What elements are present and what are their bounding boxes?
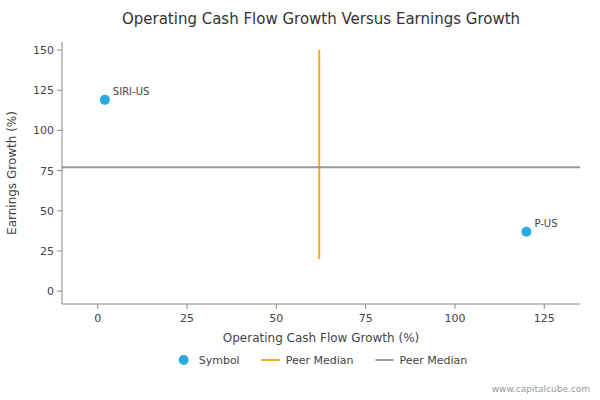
title: Operating Cash Flow Growth Versus Earnin… — [122, 10, 520, 28]
legend-label: Symbol — [199, 354, 240, 367]
x-tick-label: 100 — [444, 312, 465, 325]
y-tick — [57, 291, 62, 292]
y-tick — [57, 130, 62, 131]
x-tick — [97, 304, 98, 309]
x-tick — [365, 304, 366, 309]
legend: Symbol Peer Median Peer Median — [179, 354, 468, 367]
legend-item: Symbol — [179, 354, 240, 367]
point-label: P-US — [534, 218, 557, 229]
y-axis-line — [62, 42, 63, 304]
x-tick — [276, 304, 277, 309]
x-tick-label: 75 — [359, 312, 373, 325]
reference-line-horizontal — [62, 166, 580, 168]
legend-label: Peer Median — [286, 354, 354, 367]
y-tick — [57, 50, 62, 51]
x-tick-label: 0 — [94, 312, 101, 325]
x-axis-line — [62, 304, 580, 305]
chart-container: Operating Cash Flow Growth Versus Earnin… — [0, 0, 600, 400]
x-tick-label: 50 — [269, 312, 283, 325]
reference-line-vertical — [318, 50, 320, 259]
x-axis-label: Operating Cash Flow Growth (%) — [223, 331, 419, 345]
y-tick-label: 50 — [40, 205, 54, 218]
legend-item: Peer Median — [375, 354, 467, 367]
y-tick-label: 0 — [47, 285, 54, 298]
x-tick — [187, 304, 188, 309]
y-tick-label: 150 — [33, 44, 54, 57]
x-tick — [454, 304, 455, 309]
y-tick-label: 125 — [33, 84, 54, 97]
y-tick-label: 100 — [33, 124, 54, 137]
x-tick-label: 25 — [180, 312, 194, 325]
y-tick-label: 75 — [40, 165, 54, 178]
y-tick — [57, 250, 62, 251]
x-tick — [544, 304, 545, 309]
legend-label: Peer Median — [399, 354, 467, 367]
legend-item: Peer Median — [262, 354, 354, 367]
y-tick — [57, 170, 62, 171]
legend-swatch — [262, 359, 280, 361]
scatter-point — [521, 227, 531, 237]
plot-area — [62, 50, 580, 259]
legend-swatch — [179, 355, 189, 365]
point-label: SIRI-US — [113, 86, 149, 97]
y-axis-label: Earnings Growth (%) — [5, 111, 19, 235]
y-tick — [57, 210, 62, 211]
scatter-point — [100, 95, 110, 105]
y-tick-label: 25 — [40, 245, 54, 258]
watermark: www.capitalcube.com — [492, 384, 590, 394]
x-tick-label: 125 — [534, 312, 555, 325]
y-tick — [57, 90, 62, 91]
chart-svg: Operating Cash Flow Growth Versus Earnin… — [0, 0, 600, 400]
legend-swatch — [375, 359, 393, 361]
